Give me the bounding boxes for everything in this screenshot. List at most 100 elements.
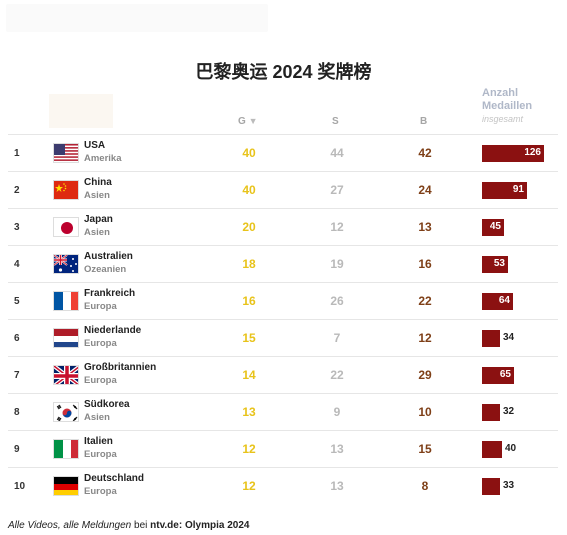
continent-name: Europa: [84, 338, 117, 349]
netherlands-flag-icon: [53, 328, 79, 348]
table-row[interactable]: 7 Großbritannien Europa 14 22 29 65: [8, 356, 558, 393]
gold-count: 14: [242, 368, 256, 382]
table-row[interactable]: 4 Australien Ozeanien 18 19 16 53: [8, 245, 558, 282]
gold-count: 12: [242, 479, 256, 493]
total-bar: [482, 293, 513, 310]
column-header-gold[interactable]: G ▼: [238, 116, 257, 127]
gold-count: 20: [242, 220, 256, 234]
silver-count: 13: [330, 442, 344, 456]
table-row[interactable]: 10 Deutschland Europa 12 13 8 33: [8, 467, 558, 504]
country-name: Italien: [84, 436, 113, 447]
column-header-total-line2: Medaillen: [482, 100, 533, 112]
rank-cell: 8: [14, 407, 20, 418]
table-row[interactable]: 5 Frankreich Europa 16 26 22 64: [8, 282, 558, 319]
country-name: Japan: [84, 214, 113, 225]
italy-flag-icon: [53, 439, 79, 459]
table-row[interactable]: 6 Niederlande Europa 15 7 12 34: [8, 319, 558, 356]
country-name: Großbritannien: [84, 362, 157, 373]
silver-count: 7: [333, 331, 341, 345]
bronze-count: 8: [421, 479, 429, 493]
footer-link[interactable]: ntv.de: Olympia 2024: [150, 520, 250, 531]
gold-count: 13: [242, 405, 256, 419]
total-count: 53: [493, 258, 505, 269]
table-row[interactable]: 2 China Asien 40 27 24 91: [8, 171, 558, 208]
total-count: 33: [503, 480, 515, 491]
total-bar: [482, 330, 500, 347]
total-count: 91: [512, 184, 524, 195]
column-header-gold-label: G: [238, 116, 246, 127]
page-title: 巴黎奥运 2024 奖牌榜: [195, 62, 372, 82]
silver-count: 44: [330, 146, 344, 160]
usa-flag-icon: [53, 143, 79, 163]
rank-cell: 9: [14, 444, 20, 455]
footer-italic-text[interactable]: Alle Videos, alle Meldungen: [8, 520, 132, 531]
total-bar: [482, 478, 500, 495]
total-count: 32: [503, 406, 515, 417]
top-bar-placeholder: [6, 4, 268, 32]
continent-name: Asien: [84, 190, 110, 201]
gold-count: 40: [242, 146, 256, 160]
column-header-silver[interactable]: S: [332, 116, 339, 127]
header-logo-placeholder: [49, 94, 113, 128]
silver-count: 27: [330, 183, 344, 197]
south-korea-flag-icon: [53, 402, 79, 422]
column-header-total-line1: Anzahl: [482, 87, 519, 99]
column-header-total[interactable]: Anzahl Medaillen insgesamt: [482, 87, 532, 126]
rank-cell: 5: [14, 296, 20, 307]
silver-count: 22: [330, 368, 344, 382]
footer-mid-text: bei: [131, 520, 151, 531]
silver-count: 13: [330, 479, 344, 493]
uk-flag-icon: [53, 365, 79, 385]
bronze-count: 12: [418, 331, 432, 345]
top-bar: [0, 0, 567, 36]
total-bar: [482, 441, 502, 458]
bronze-count: 29: [418, 368, 432, 382]
continent-name: Europa: [84, 486, 117, 497]
table-row[interactable]: 8 Südkorea Asien 13 9 10 32: [8, 393, 558, 430]
column-header-total-sub: insgesamt: [482, 114, 524, 124]
continent-name: Asien: [84, 227, 110, 238]
total-count: 126: [524, 147, 541, 158]
total-bar: [482, 256, 508, 273]
sort-descending-icon: ▼: [248, 116, 258, 126]
bronze-count: 22: [418, 294, 432, 308]
total-bar: [482, 182, 527, 199]
gold-count: 40: [242, 183, 256, 197]
bronze-count: 24: [418, 183, 432, 197]
gold-count: 15: [242, 331, 256, 345]
total-count: 34: [503, 332, 515, 343]
table-row[interactable]: 3 Japan Asien 20 12 13 45: [8, 208, 558, 245]
gold-count: 16: [242, 294, 256, 308]
footer: Alle Videos, alle Meldungen bei ntv.de: …: [8, 520, 249, 531]
continent-name: Ozeanien: [84, 264, 127, 275]
country-name: Deutschland: [84, 473, 145, 484]
country-name: Australien: [84, 251, 133, 262]
continent-name: Europa: [84, 449, 117, 460]
table-row[interactable]: 1 USA Amerika 40 44 42 126: [8, 134, 558, 171]
country-name: Südkorea: [84, 399, 130, 410]
country-name: Niederlande: [84, 325, 142, 336]
continent-name: Europa: [84, 301, 117, 312]
total-count: 40: [505, 443, 517, 454]
rank-cell: 7: [14, 370, 20, 381]
total-bar: [482, 367, 514, 384]
bronze-count: 10: [418, 405, 432, 419]
bronze-count: 13: [418, 220, 432, 234]
continent-name: Asien: [84, 412, 110, 423]
rank-cell: 10: [14, 481, 26, 492]
table-row[interactable]: 9 Italien Europa 12 13 15 40: [8, 430, 558, 467]
china-flag-icon: [53, 180, 79, 200]
rank-cell: 2: [14, 185, 20, 196]
silver-count: 26: [330, 294, 344, 308]
gold-count: 12: [242, 442, 256, 456]
column-header-bronze[interactable]: B: [420, 116, 428, 127]
continent-name: Amerika: [84, 153, 122, 164]
bronze-count: 16: [418, 257, 432, 271]
germany-flag-icon: [53, 476, 79, 496]
total-count: 65: [499, 369, 511, 380]
total-count: 45: [489, 221, 501, 232]
total-bar: [482, 404, 500, 421]
total-count: 64: [498, 295, 510, 306]
rank-cell: 6: [14, 333, 20, 344]
japan-flag-icon: [53, 217, 79, 237]
